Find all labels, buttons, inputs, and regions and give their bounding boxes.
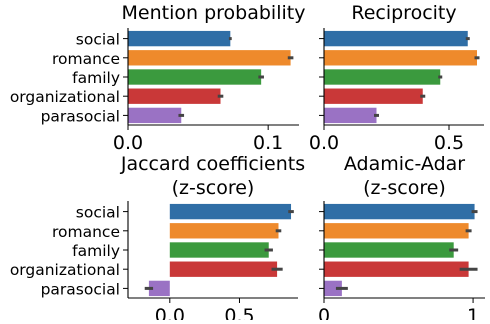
bar-parasocial	[128, 107, 182, 124]
panel-title: Mention probability	[122, 2, 306, 24]
x-tick-label: 0.0	[113, 132, 143, 154]
x-tick-label: 1	[467, 305, 479, 320]
x-tick-label: 0.1	[253, 132, 283, 154]
bar-family	[324, 69, 441, 85]
category-label-romance: romance	[52, 50, 120, 68]
bar-organizational	[169, 261, 278, 277]
category-label-romance: romance	[52, 223, 120, 241]
category-label-organizational: organizational	[10, 88, 120, 106]
category-label-organizational: organizational	[10, 261, 120, 279]
bar-romance	[324, 223, 469, 239]
x-tick-label: 0.5	[224, 305, 254, 320]
category-label-social: social	[76, 204, 120, 222]
category-label-family: family	[72, 242, 120, 260]
category-label-family: family	[72, 69, 120, 87]
bar-family	[169, 242, 269, 258]
bar-family	[324, 242, 454, 258]
bar-parasocial	[324, 107, 377, 124]
x-tick-label: 0.0	[155, 305, 185, 320]
bar-romance	[324, 50, 477, 66]
x-tick-label: 0.5	[434, 132, 464, 154]
bar-parasocial	[324, 280, 342, 297]
bar-romance	[128, 50, 291, 66]
panel-title: Reciprocity	[351, 2, 456, 24]
panel-title: (z-score)	[172, 177, 255, 199]
panel-title: Adamic-Adar	[344, 153, 465, 175]
bar-social	[128, 30, 231, 47]
bar-social	[169, 203, 292, 220]
bar-parasocial	[148, 280, 170, 297]
bar-family	[128, 69, 262, 85]
x-tick-label: 0.0	[309, 132, 339, 154]
panel-title: (z-score)	[363, 177, 446, 199]
panel-title: Jaccard coefficients	[120, 153, 305, 175]
category-label-parasocial: parasocial	[41, 107, 120, 125]
category-label-social: social	[76, 31, 120, 49]
bar-social	[324, 30, 468, 47]
bar-romance	[169, 223, 279, 239]
x-tick-label: 0	[318, 305, 330, 320]
bar-organizational	[128, 88, 221, 104]
bar-social	[324, 203, 475, 220]
bar-organizational	[324, 261, 469, 277]
bar-organizational	[324, 88, 423, 104]
category-label-parasocial: parasocial	[41, 280, 120, 298]
